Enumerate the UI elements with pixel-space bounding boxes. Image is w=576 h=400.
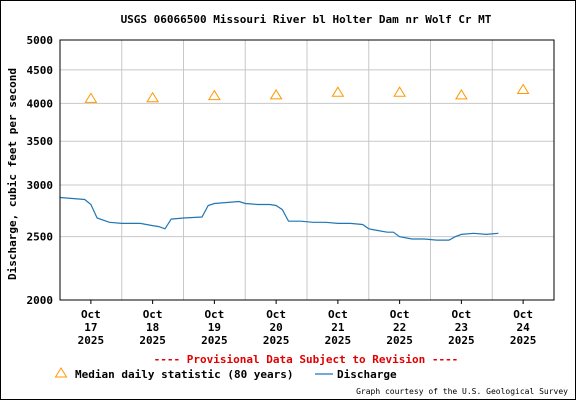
median-marker	[207, 89, 221, 101]
grid	[60, 39, 555, 301]
x-tick-label: Oct	[328, 308, 348, 321]
median-marker	[454, 88, 468, 100]
x-tick-label: Oct	[390, 308, 410, 321]
x-tick-label: Oct	[451, 308, 471, 321]
x-tick-label: 2025	[325, 334, 352, 347]
y-tick-label: 3500	[27, 135, 54, 148]
provisional-note: ---- Provisional Data Subject to Revisio…	[154, 353, 459, 366]
x-tick-label: 23	[455, 321, 468, 334]
x-tick-label: 18	[146, 321, 159, 334]
median-marker	[84, 92, 98, 103]
x-tick-label: 2025	[386, 334, 413, 347]
y-tick-label: 3000	[27, 179, 54, 192]
median-marker	[516, 83, 530, 94]
legend-median-marker	[54, 367, 68, 378]
chart-title: USGS 06066500 Missouri River bl Holter D…	[121, 13, 492, 26]
x-tick-label: 19	[208, 321, 221, 334]
x-tick-label: Oct	[266, 308, 286, 321]
x-tick-label: 21	[331, 321, 345, 334]
y-tick-label: 4500	[27, 64, 54, 77]
x-tick-label: 2025	[448, 334, 475, 347]
x-tick-label: Oct	[81, 308, 101, 321]
credit-note: Graph courtesy of the U.S. Geological Su…	[356, 387, 568, 396]
y-tick-label: 2000	[27, 294, 54, 307]
x-tick-label: Oct	[513, 308, 533, 321]
x-tick-label: 2025	[510, 334, 537, 347]
y-tick-label: 2500	[27, 231, 54, 244]
x-tick-label: 24	[517, 321, 531, 334]
x-tick-label: 17	[84, 321, 97, 334]
x-tick-label: 22	[393, 321, 406, 334]
x-tick-label: 2025	[201, 334, 228, 347]
y-axis-label: Discharge, cubic feet per second	[6, 68, 19, 280]
y-tick-label: 4000	[27, 97, 54, 110]
x-tick-label: 2025	[263, 334, 290, 347]
discharge-line	[59, 196, 499, 241]
median-marker	[146, 91, 160, 103]
x-tick-label: 20	[270, 321, 283, 334]
y-axis-ticks: 2000 2500 3000 3500 4000 4500 5000	[27, 34, 54, 307]
legend: Median daily statistic (80 years) Dischar…	[54, 367, 397, 381]
x-tick-label: Oct	[143, 308, 163, 321]
y-tick-label: 5000	[27, 34, 54, 47]
legend-discharge-label: Discharge	[337, 368, 397, 381]
series-layer	[59, 83, 530, 241]
median-marker	[331, 86, 345, 97]
x-tick-label: Oct	[204, 308, 224, 321]
x-tick-label: 2025	[78, 334, 105, 347]
median-marker	[269, 88, 283, 100]
x-axis-ticks: Oct172025Oct182025Oct192025Oct202025Oct2…	[78, 300, 537, 347]
plot-border	[59, 39, 555, 301]
x-tick-label: 2025	[139, 334, 166, 347]
legend-median-label: Median daily statistic (80 years)	[75, 368, 294, 381]
median-marker	[393, 86, 407, 97]
